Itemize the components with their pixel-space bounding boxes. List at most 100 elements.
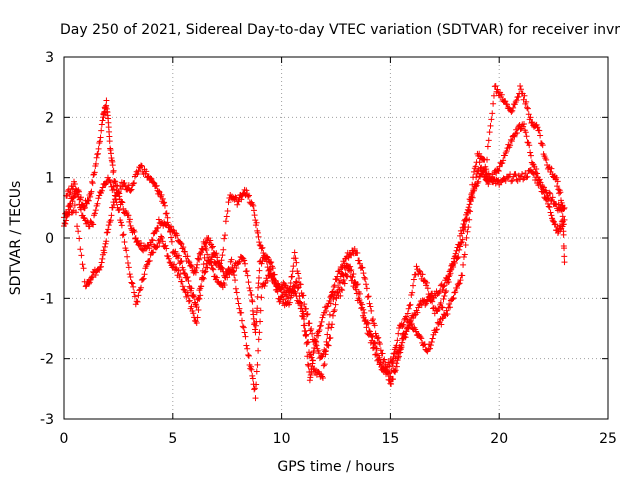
data-point: [172, 248, 179, 255]
data-point: [251, 385, 258, 392]
data-point: [429, 335, 436, 342]
data-point: [257, 318, 264, 325]
data-point: [490, 176, 497, 183]
data-point: [465, 224, 472, 231]
data-point: [481, 174, 488, 181]
data-point: [195, 307, 202, 314]
data-point: [107, 217, 114, 224]
data-point: [377, 347, 384, 354]
data-point: [239, 191, 246, 198]
data-point: [99, 184, 106, 191]
data-point: [61, 220, 68, 227]
y-tick-label: -2: [40, 352, 54, 368]
data-point: [545, 203, 552, 210]
data-point: [472, 181, 479, 188]
data-point: [395, 330, 402, 337]
data-point: [105, 226, 112, 233]
data-point: [222, 218, 229, 225]
data-point: [119, 183, 126, 190]
data-point: [140, 275, 147, 282]
data-point: [398, 342, 405, 349]
data-point: [399, 323, 406, 330]
data-point: [464, 228, 471, 235]
data-point: [141, 271, 148, 278]
data-point: [549, 194, 556, 201]
data-point: [186, 297, 193, 304]
data-point: [539, 142, 546, 149]
data-point: [308, 325, 315, 332]
data-point: [191, 268, 198, 275]
data-point: [524, 173, 531, 180]
data-point: [444, 276, 451, 283]
data-point: [138, 163, 145, 170]
data-point: [457, 243, 464, 250]
data-point: [131, 293, 138, 300]
data-point: [253, 219, 260, 226]
data-point: [327, 334, 334, 341]
data-point: [336, 279, 343, 286]
data-point: [118, 219, 125, 226]
data-point: [177, 240, 184, 247]
data-point: [537, 132, 544, 139]
data-points: [61, 82, 568, 402]
data-point: [111, 201, 118, 208]
data-point: [561, 204, 568, 211]
data-point: [472, 163, 479, 170]
data-point: [168, 238, 175, 245]
data-point: [121, 179, 128, 186]
data-point: [534, 124, 541, 131]
data-point: [104, 229, 111, 236]
data-point: [219, 252, 226, 259]
data-point: [250, 207, 257, 214]
data-point: [365, 320, 372, 327]
data-point: [180, 244, 187, 251]
data-point: [332, 301, 339, 308]
data-point: [483, 166, 490, 173]
data-point: [226, 267, 233, 274]
data-point: [232, 277, 239, 284]
data-point: [456, 246, 463, 253]
data-point: [111, 178, 118, 185]
data-point: [259, 244, 266, 251]
data-point: [171, 261, 178, 268]
data-point: [146, 257, 153, 264]
data-point: [475, 178, 482, 185]
data-point: [467, 208, 474, 215]
data-point: [515, 93, 522, 100]
data-point: [133, 298, 140, 305]
data-point: [209, 243, 216, 250]
data-point: [270, 275, 277, 282]
data-point: [274, 288, 281, 295]
data-point: [547, 209, 554, 216]
data-point: [255, 233, 262, 240]
data-point: [272, 280, 279, 287]
data-point: [470, 168, 477, 175]
data-point: [106, 177, 113, 184]
data-point: [106, 138, 113, 145]
data-point: [90, 171, 97, 178]
data-point: [453, 284, 460, 291]
data-point: [185, 258, 192, 265]
data-point: [301, 301, 308, 308]
data-point: [502, 98, 509, 105]
data-point: [557, 189, 564, 196]
data-point: [388, 358, 395, 365]
data-point: [153, 228, 160, 235]
data-point: [156, 240, 163, 247]
x-tick-label: 0: [60, 431, 69, 447]
data-point: [440, 295, 447, 302]
data-point: [319, 375, 326, 382]
data-point: [150, 179, 157, 186]
data-point: [364, 319, 371, 326]
data-point: [64, 212, 71, 219]
data-point: [438, 321, 445, 328]
data-point: [510, 104, 517, 111]
data-point: [260, 250, 267, 257]
data-point: [292, 289, 299, 296]
data-point: [256, 239, 263, 246]
data-point: [459, 236, 466, 243]
data-point: [76, 201, 83, 208]
data-point: [299, 312, 306, 319]
data-point: [202, 268, 209, 275]
data-point: [474, 168, 481, 175]
